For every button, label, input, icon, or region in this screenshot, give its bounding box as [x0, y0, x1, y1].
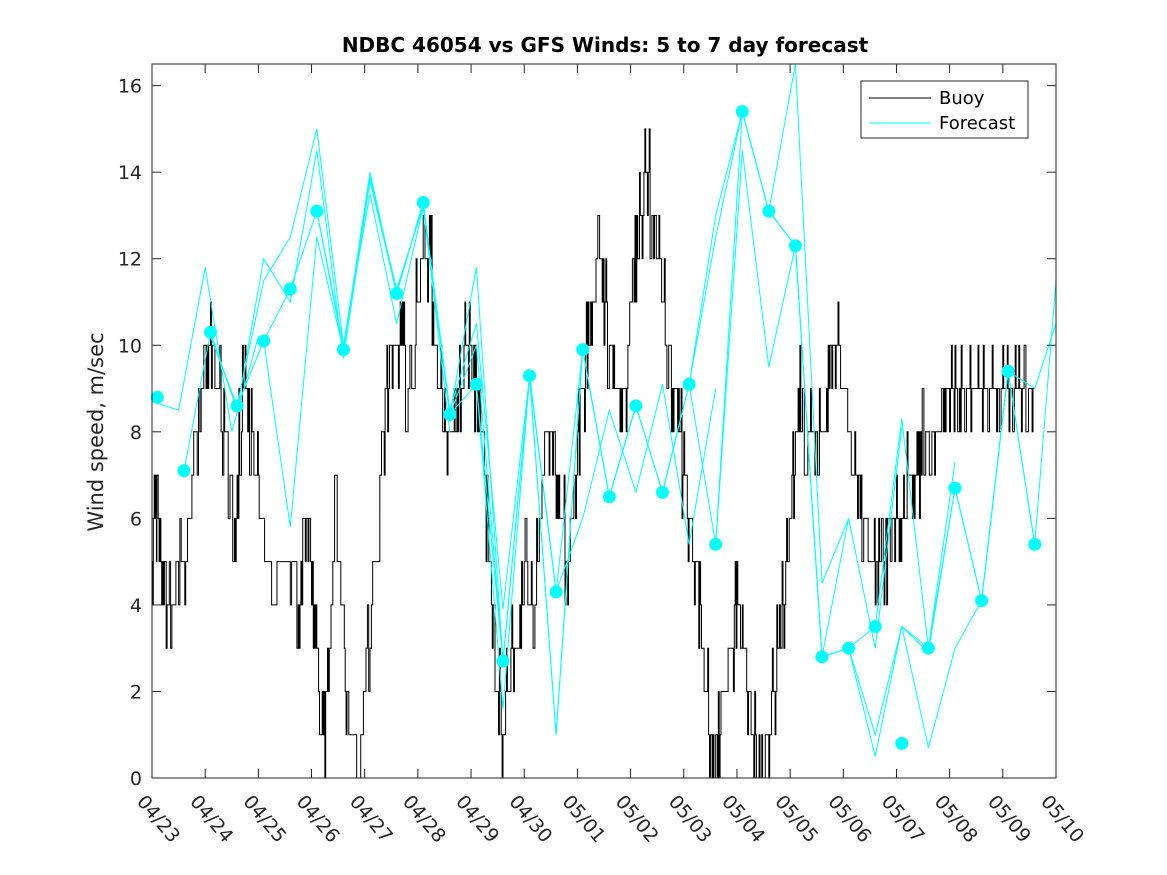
forecast-marker — [1028, 537, 1042, 551]
x-tick-label: 04/30 — [504, 791, 556, 847]
forecast-marker — [1001, 364, 1015, 378]
forecast-marker — [868, 620, 882, 634]
y-tick-label: 4 — [130, 595, 142, 617]
x-tick-label: 04/24 — [185, 791, 237, 847]
buoy-line — [152, 128, 1035, 778]
y-axis-label: Wind speed, m/sec — [84, 332, 108, 531]
axes-box — [151, 63, 1057, 779]
forecast-marker — [709, 537, 723, 551]
x-tick-label: 05/07 — [877, 791, 929, 847]
forecast-marker — [150, 390, 164, 404]
y-tick-label: 0 — [130, 768, 142, 790]
forecast-marker — [735, 105, 749, 119]
chart-title: NDBC 46054 vs GFS Winds: 5 to 7 day fore… — [342, 33, 869, 57]
y-tick-label: 10 — [118, 335, 142, 357]
x-tick-label: 05/05 — [770, 791, 822, 847]
forecast-marker — [283, 282, 297, 296]
x-tick-label: 04/25 — [239, 791, 291, 847]
forecast-marker — [549, 585, 563, 599]
forecast-marker — [230, 399, 244, 413]
forecast-marker — [682, 377, 696, 391]
forecast-marker — [629, 399, 643, 413]
forecast-marker — [336, 343, 350, 357]
legend-label: Buoy — [939, 88, 985, 109]
forecast-marker — [815, 650, 829, 664]
legend-box — [860, 80, 1029, 139]
y-tick-label: 8 — [130, 422, 142, 444]
forecast-marker — [257, 334, 271, 348]
forecast-marker — [496, 654, 510, 668]
forecast-marker — [416, 195, 430, 209]
forecast-line-13 — [821, 280, 1056, 748]
forecast-marker — [576, 343, 590, 357]
forecast-line-1 — [183, 150, 398, 471]
forecast-marker — [602, 490, 616, 504]
y-tick-label: 2 — [130, 681, 142, 703]
x-tick-label: 05/03 — [664, 791, 716, 847]
plot-area — [150, 64, 1056, 778]
forecast-line-9 — [582, 64, 850, 584]
forecast-marker — [655, 485, 669, 499]
forecast-line-7 — [475, 375, 717, 662]
forecast-marker — [975, 594, 989, 608]
forecast-marker — [469, 377, 483, 391]
forecast-marker — [177, 464, 191, 478]
forecast-marker — [390, 286, 404, 300]
forecast-marker — [523, 369, 537, 383]
forecast-line-6 — [342, 176, 637, 735]
forecast-marker — [842, 641, 856, 655]
legend-label: Forecast — [939, 113, 1015, 134]
forecast-marker — [921, 641, 935, 655]
forecast-line-8 — [529, 111, 796, 735]
y-tick-label: 12 — [118, 249, 142, 271]
legend: Buoy Forecast — [860, 80, 1029, 139]
x-tick-label: 05/09 — [983, 791, 1035, 847]
forecast-marker — [948, 481, 962, 495]
x-tick-label: 05/02 — [611, 791, 663, 847]
y-tick-label: 14 — [118, 162, 142, 184]
plot-clipped-group — [152, 64, 1056, 778]
forecast-marker — [895, 736, 909, 750]
x-tick-label: 05/01 — [558, 791, 610, 847]
x-tick-label: 04/29 — [451, 791, 503, 847]
x-tick-label: 05/10 — [1036, 791, 1088, 847]
y-tick-label: 16 — [118, 76, 142, 98]
forecast-line-0 — [152, 267, 259, 432]
forecast-marker — [203, 325, 217, 339]
x-tick-label: 05/06 — [823, 791, 875, 847]
x-tick-label: 04/27 — [345, 791, 397, 847]
forecast-marker — [310, 204, 324, 218]
forecast-line-10 — [662, 150, 903, 657]
forecast-marker — [788, 239, 802, 253]
x-tick-label: 05/04 — [717, 791, 769, 847]
x-tick-label: 04/28 — [398, 791, 450, 847]
forecast-line-3 — [236, 172, 504, 662]
forecast-line-2 — [210, 128, 451, 432]
forecast-marker — [443, 408, 457, 422]
forecast-marker — [762, 204, 776, 218]
x-tick-label: 04/23 — [132, 791, 184, 847]
y-tick-label: 6 — [130, 508, 142, 530]
x-tick-label: 04/26 — [292, 791, 344, 847]
x-tick-label: 05/08 — [930, 791, 982, 847]
